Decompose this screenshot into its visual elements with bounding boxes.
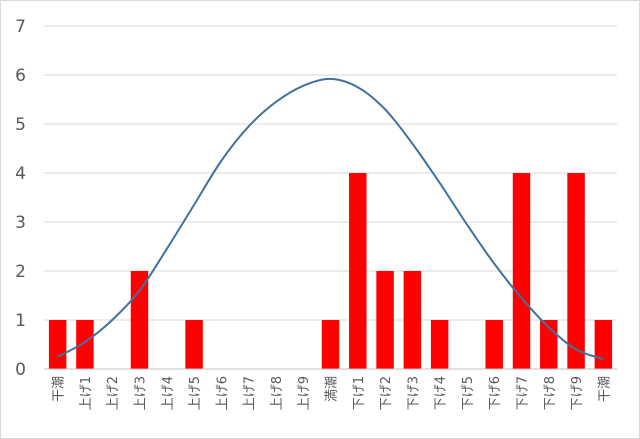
bar xyxy=(594,320,613,369)
x-tick-label: 上げ6 xyxy=(215,376,230,410)
x-tick-label: 下げ5 xyxy=(461,376,476,410)
tide-curve-line xyxy=(57,77,604,361)
x-tick-label: 下げ3 xyxy=(406,376,421,410)
y-tick-label: 3 xyxy=(15,213,26,233)
bar xyxy=(512,173,531,369)
bar xyxy=(76,320,94,369)
bar xyxy=(567,173,585,369)
y-tick-label: 4 xyxy=(15,164,26,184)
y-tick-label: 2 xyxy=(15,262,26,282)
x-tick-label: 下げ8 xyxy=(543,376,558,410)
y-tick-label: 0 xyxy=(15,360,26,380)
bar xyxy=(130,271,149,369)
x-axis-tick-labels: 干潮 上げ1 上げ2 上げ3 上げ4 上げ5 上げ6 上げ7 上げ8 上げ9 満潮 下げ1 下げ2 下げ3… xyxy=(52,376,613,410)
bar-series xyxy=(48,173,613,369)
y-tick-label: 5 xyxy=(15,115,26,135)
x-tick-label: 下げ9 xyxy=(570,376,585,410)
x-tick-label: 下げ1 xyxy=(352,376,367,410)
y-tick-label: 6 xyxy=(15,66,26,86)
bar xyxy=(430,320,449,369)
bar xyxy=(48,320,67,369)
x-tick-label: 上げ3 xyxy=(134,376,149,410)
y-tick-label: 7 xyxy=(15,17,26,37)
x-tick-label: 上げ9 xyxy=(297,376,312,410)
bar xyxy=(485,320,503,369)
y-axis-tick-labels: 0 1 2 3 4 5 6 7 xyxy=(15,17,26,380)
x-tick-label: 満潮 xyxy=(325,376,340,402)
y-tick-label: 1 xyxy=(15,311,26,331)
x-tick-label: 上げ2 xyxy=(106,376,121,410)
x-tick-label: 下げ7 xyxy=(516,376,531,410)
x-tick-label: 上げ4 xyxy=(161,376,176,410)
x-tick-label: 干潮 xyxy=(52,376,67,402)
x-tick-label: 下げ6 xyxy=(488,376,503,410)
bar xyxy=(185,320,203,369)
bar xyxy=(349,173,367,369)
x-tick-label: 下げ2 xyxy=(379,376,394,410)
x-tick-label: 下げ4 xyxy=(434,376,449,410)
bar xyxy=(321,320,340,369)
x-tick-label: 上げ1 xyxy=(79,376,94,410)
x-tick-label: 上げ5 xyxy=(188,376,203,410)
x-tick-label: 上げ7 xyxy=(243,376,258,410)
bar xyxy=(403,271,422,369)
bar xyxy=(376,271,394,369)
x-tick-label: 上げ8 xyxy=(270,376,285,410)
x-tick-label: 干潮 xyxy=(597,376,612,402)
gridlines xyxy=(44,25,617,321)
